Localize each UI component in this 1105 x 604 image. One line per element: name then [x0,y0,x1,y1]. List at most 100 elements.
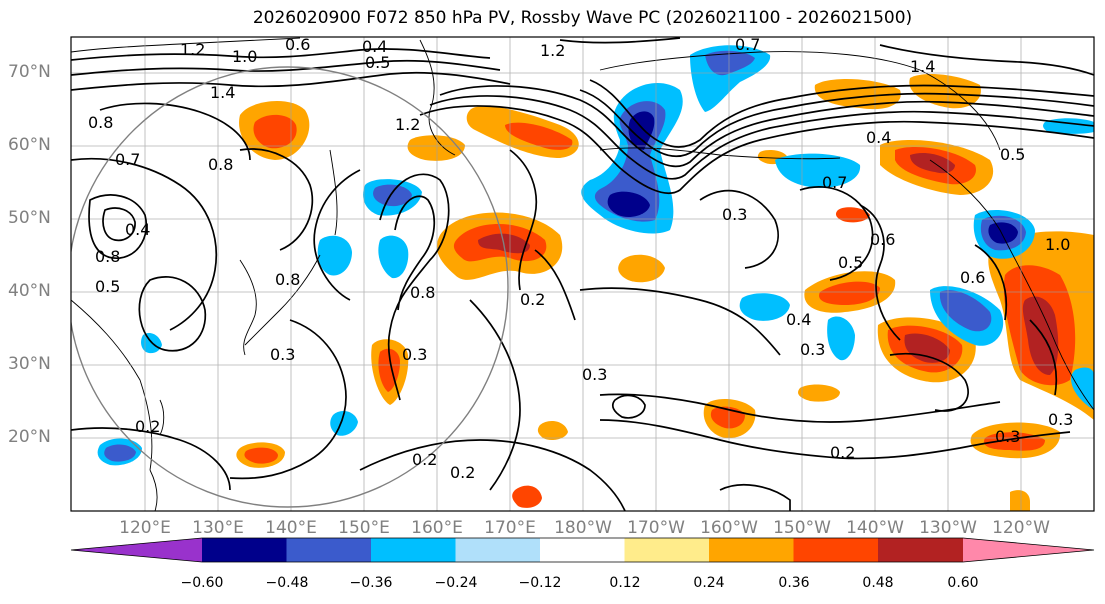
coastline-kamchatka [419,39,456,156]
coastline-north-america-west [929,159,1094,411]
map-title: 2026020900 F072 850 hPa PV, Rossby Wave … [252,8,913,28]
colorbar-extend-high [963,538,1094,562]
contour-line [239,148,314,251]
colorbar-tick-label: 0.48 [862,575,894,591]
contour-line [99,102,251,161]
contour-label: 0.2 [412,450,437,469]
lon-label: 160°W [700,518,758,538]
anomaly-negative [317,235,352,276]
lat-label: 70°N [8,62,51,82]
anomaly-negative [607,191,650,217]
anomaly-negative [104,444,136,462]
lat-label: 60°N [8,135,51,155]
contour-label: 1.0 [1045,235,1070,254]
contour-labels: 1.2 1.0 0.6 0.4 0.5 1.2 0.7 1.4 1.4 0.8 … [88,37,1073,482]
anomaly-positive [1010,490,1030,511]
gridlines [71,37,1094,511]
colorbar-segment [878,538,963,562]
anomaly-negative [939,290,992,332]
contour-line [102,207,136,242]
coastline-alaska [599,51,1001,151]
contour-label: 0.8 [275,270,300,289]
colorbar-segment [371,538,456,562]
contour-line [719,483,791,511]
coastline-japan [244,254,321,346]
colorbar-segment [793,538,879,562]
contour-line [71,59,501,76]
colorbar-segment [455,538,541,562]
anomaly-negative [1071,367,1094,410]
anomaly-negative [705,50,755,76]
contour-line [599,393,1001,423]
contour-label: 1.2 [395,115,420,134]
contour-label: 0.5 [365,53,390,72]
contour-label: 0.4 [866,128,891,147]
colorbar-segments [202,538,963,562]
contour-line [71,427,231,491]
colorbar-tick-label: −0.24 [434,575,478,591]
anomaly-positive [244,447,278,464]
contour-label: 0.5 [95,277,120,296]
anomaly-positive [512,485,542,508]
contour-line [699,189,779,269]
colorbar-tick-label: −0.48 [265,575,309,591]
contour-label: 0.3 [995,427,1020,446]
contour-line [879,44,1094,76]
coastline-sakhalin [329,149,338,236]
lon-label: 130°W [919,518,977,538]
anomaly-positive [819,281,880,305]
colorbar [70,537,1095,563]
contour-label: 0.2 [830,443,855,462]
lon-label: 170°W [627,518,685,538]
anomaly-positive [618,254,665,283]
contour-label: 1.4 [210,83,235,102]
contour-line [579,89,1094,158]
lon-label: 140°E [265,518,317,538]
lon-label: 130°E [192,518,244,538]
contour-label: 0.8 [410,283,435,302]
anomaly-negative [988,222,1018,244]
lat-label: 50°N [8,208,51,228]
anomaly-positive [537,420,568,440]
contour-label: 0.7 [822,173,847,192]
anomaly-negative [739,293,790,321]
contour-label: 1.2 [540,41,565,60]
anomaly-negative [775,153,861,188]
coastline-korea [239,259,257,356]
contour-line [974,244,1008,321]
contour-label: 0.6 [960,268,985,287]
lon-label: 170°E [484,518,536,538]
colorbar-segment [624,538,710,562]
contour-line [313,169,361,301]
colorbar-segment [286,538,372,562]
anomaly-positive [253,114,297,149]
contour-label: 0.2 [450,463,475,482]
anomaly-positive [904,333,950,363]
contour-line [429,95,1094,180]
contour-line [599,419,1071,460]
lon-label: 120°E [119,518,171,538]
colorbar-segment [709,538,794,562]
anomaly-positive [910,153,955,174]
contour-label: 1.2 [180,40,205,59]
colorbar-tick-label: 0.36 [778,575,810,591]
contour-label: 0.6 [870,230,895,249]
contour-line [71,71,511,91]
anomaly-positive [835,207,870,223]
contour-line [1029,319,1058,396]
contour-line [612,394,646,419]
coastline-china [71,299,153,471]
anomaly-negative [373,184,412,207]
contour-label: 1.4 [910,57,935,76]
lat-label: 40°N [8,281,51,301]
lon-label: 140°W [846,518,904,538]
anomaly-positive [909,74,981,109]
contour-label: 0.4 [125,220,150,239]
contour-line [589,79,1094,148]
contour-label: 0.3 [582,365,607,384]
anomaly-positive [1022,296,1059,375]
contour-line [559,37,681,44]
colorbar-tick-label: 0.60 [947,575,979,591]
colorbar-segment [202,538,287,562]
lon-label: 180°W [554,518,612,538]
